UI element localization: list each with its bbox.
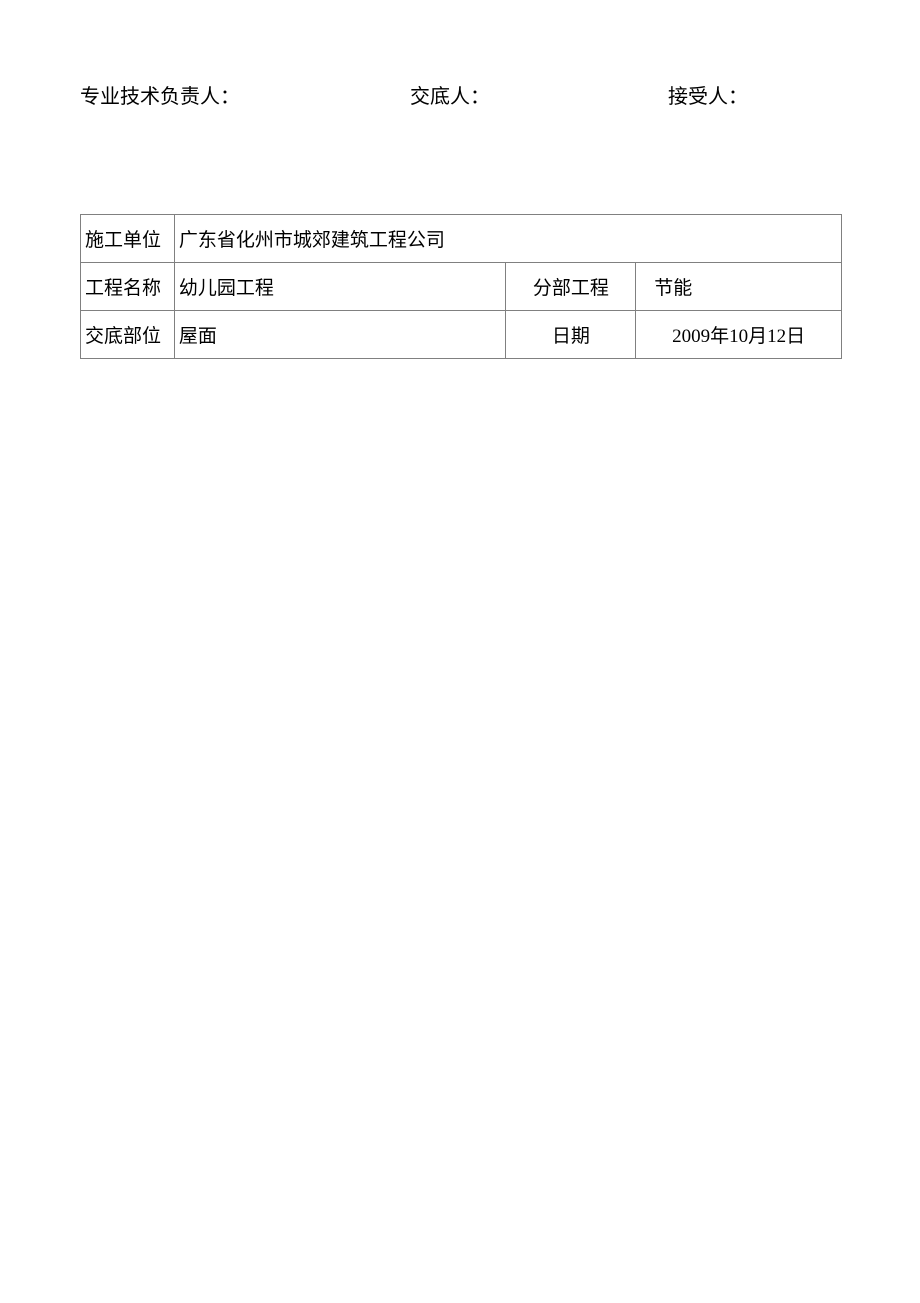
table-row: 交底部位 屋面 日期 2009年10月12日 bbox=[81, 311, 842, 359]
date-label: 日期 bbox=[506, 311, 636, 359]
tech-lead-label: 专业技术负责人： bbox=[80, 80, 410, 109]
delivery-part-label: 交底部位 bbox=[81, 311, 175, 359]
signature-header: 专业技术负责人： 交底人： 接受人： bbox=[80, 80, 840, 109]
date-value: 2009年10月12日 bbox=[636, 311, 842, 359]
deliverer-label: 交底人： bbox=[410, 80, 668, 109]
project-info-table: 施工单位 广东省化州市城郊建筑工程公司 工程名称 幼儿园工程 分部工程 节能 交… bbox=[80, 214, 842, 359]
construction-unit-label: 施工单位 bbox=[81, 215, 175, 263]
project-name-value: 幼儿园工程 bbox=[174, 263, 506, 311]
table-row: 施工单位 广东省化州市城郊建筑工程公司 bbox=[81, 215, 842, 263]
delivery-part-value: 屋面 bbox=[174, 311, 506, 359]
construction-unit-value: 广东省化州市城郊建筑工程公司 bbox=[174, 215, 841, 263]
sub-project-value: 节能 bbox=[636, 263, 842, 311]
receiver-label: 接受人： bbox=[668, 80, 840, 109]
sub-project-label: 分部工程 bbox=[506, 263, 636, 311]
project-name-label: 工程名称 bbox=[81, 263, 175, 311]
table-row: 工程名称 幼儿园工程 分部工程 节能 bbox=[81, 263, 842, 311]
